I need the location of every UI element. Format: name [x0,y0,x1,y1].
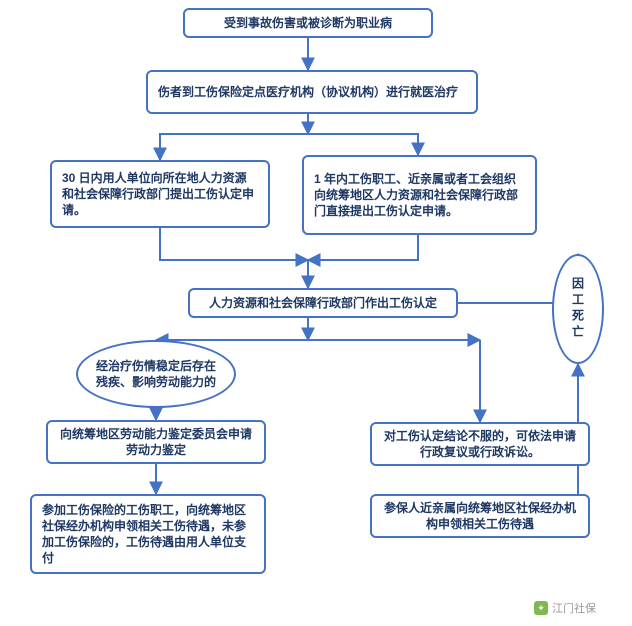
flowchart-edge-5 [308,235,418,260]
flowchart-edge-2 [160,134,308,160]
watermark-label: ✦ 江门社保 [534,600,596,616]
watermark-text: 江门社保 [552,600,596,616]
flowchart-node-n2: 伤者到工伤保险定点医疗机构（协议机构）进行就医治疗 [146,70,478,114]
flowchart-node-n7: 对工伤认定结论不服的，可依法申请行政复议或行政诉讼。 [370,422,590,466]
flowchart-node-n9: 参保人近亲属向统筹地区社保经办机构申领相关工伤待遇 [370,494,590,538]
flowchart-node-n5: 人力资源和社会保障行政部门作出工伤认定 [188,288,458,318]
flowchart-node-n8: 参加工伤保险的工伤职工，向统筹地区社保经办机构申领相关工伤待遇，未参加工伤保险的… [30,494,266,574]
flowchart-edge-4 [160,228,308,260]
flowchart-edge-3 [308,134,418,155]
flowchart-node-n1: 受到事故伤害或被诊断为职业病 [183,8,433,38]
flowchart-node-n4: 1 年内工伤职工、近亲属或者工会组织向统筹地区人力资源和社会保障行政部门直接提出… [302,155,537,235]
wechat-icon: ✦ [534,601,548,615]
flowchart-node-e1: 经治疗伤情稳定后存在残疾、影响劳动能力的 [76,340,236,408]
flowchart-node-e2: 因工死亡 [552,254,604,364]
flowchart-node-n6: 向统筹地区劳动能力鉴定委员会申请劳动力鉴定 [46,420,266,464]
flowchart-node-n3: 30 日内用人单位向所在地人力资源和社会保障行政部门提出工伤认定申请。 [50,160,270,228]
